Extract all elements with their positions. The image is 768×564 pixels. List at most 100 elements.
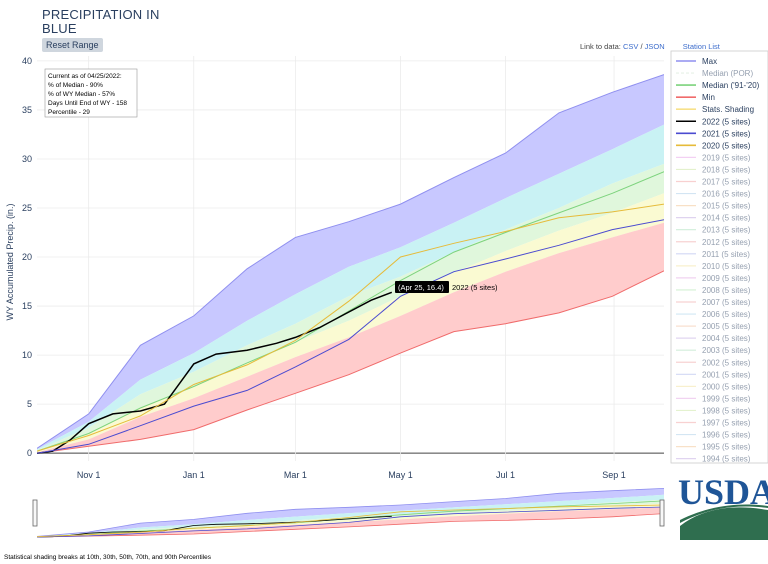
legend-label: 2009 (5 sites) (702, 274, 751, 283)
legend-item[interactable]: 2018 (5 sites) (676, 165, 751, 174)
legend-item[interactable]: 2004 (5 sites) (676, 334, 751, 343)
nav-series-line (37, 515, 392, 538)
legend-item[interactable]: 2016 (5 sites) (676, 190, 751, 199)
legend-item[interactable]: 2019 (5 sites) (676, 153, 751, 162)
legend-item[interactable]: 2021 (5 sites) (676, 129, 751, 138)
legend-item[interactable]: 2011 (5 sites) (676, 250, 750, 259)
nav-series-line (37, 488, 664, 537)
y-axis-label: WY Accumulated Precip. (in.) (5, 204, 15, 321)
percentile-band-p50 (37, 193, 664, 453)
legend-item[interactable]: Max (676, 57, 717, 66)
y-tick-label: 15 (22, 301, 32, 311)
percentile-band-p70 (37, 163, 664, 452)
y-tick-label: 10 (22, 350, 32, 360)
legend-item[interactable]: Median ('91-'20) (676, 81, 760, 90)
legend-label: 2017 (5 sites) (702, 178, 751, 187)
legend-label: 1998 (5 sites) (702, 406, 751, 415)
legend-label: 2016 (5 sites) (702, 190, 751, 199)
legend-item[interactable]: Min (676, 93, 715, 102)
legend-label: 2002 (5 sites) (702, 358, 751, 367)
legend-item[interactable]: 2015 (5 sites) (676, 202, 751, 211)
legend-item[interactable]: 2003 (5 sites) (676, 346, 751, 355)
percentile-band-p90 (37, 124, 664, 451)
nav-series-line (37, 504, 664, 538)
legend-item[interactable]: 2012 (5 sites) (676, 238, 751, 247)
x-tick-label: Sep 1 (602, 470, 626, 480)
link-separator: / (640, 42, 643, 51)
legend-item[interactable]: 1997 (5 sites) (676, 419, 751, 428)
chart-title: PRECIPITATION IN BLUE (42, 8, 160, 36)
legend-item[interactable]: 2020 (5 sites) (676, 141, 751, 150)
legend-label: 2003 (5 sites) (702, 346, 751, 355)
legend-label: 2019 (5 sites) (702, 153, 751, 162)
legend-label: 1999 (5 sites) (702, 394, 751, 403)
x-tick-label: Jul 1 (496, 470, 515, 480)
legend-item[interactable]: 1994 (5 sites) (676, 455, 751, 464)
reset-range-button[interactable]: Reset Range (42, 38, 103, 52)
range-handle-right[interactable] (659, 499, 665, 527)
legend-label: Median ('91-'20) (702, 81, 760, 90)
info-box: Current as of 04/25/2022: % of Median - … (44, 68, 138, 118)
legend-item[interactable]: 2022 (5 sites) (676, 117, 751, 126)
series-line (37, 74, 664, 449)
legend-item[interactable]: Median (POR) (676, 69, 753, 78)
legend-item[interactable]: 2005 (5 sites) (676, 322, 751, 331)
y-tick-label: 20 (22, 252, 32, 262)
info-line-2: % of Median - 90% (48, 82, 103, 89)
series-line (37, 291, 393, 454)
legend-label: 2022 (5 sites) (702, 117, 751, 126)
axes: 0 5 10 15 20 25 30 35 40 Nov 1 Jan 1 Mar 1 May 1 Jul … (22, 56, 626, 480)
legend-label: 1997 (5 sites) (702, 419, 751, 428)
json-link[interactable]: JSON (644, 42, 665, 51)
series-lines (37, 74, 664, 454)
percentile-band-max (37, 74, 664, 450)
nav-series-line (37, 513, 664, 538)
legend-label: 2006 (5 sites) (702, 310, 751, 319)
y-tick-label: 40 (22, 56, 32, 66)
legend-label: 2012 (5 sites) (702, 238, 751, 247)
nav-series-line (37, 506, 664, 538)
legend-label: 2005 (5 sites) (702, 322, 751, 331)
legend-item[interactable]: 2006 (5 sites) (676, 310, 751, 319)
legend-item[interactable]: 1995 (5 sites) (676, 443, 751, 452)
info-line-3: % of WY Median - 57% (48, 91, 115, 98)
legend-item[interactable]: 2000 (5 sites) (676, 382, 751, 391)
legend-item[interactable]: 2009 (5 sites) (676, 274, 751, 283)
legend-label: 2020 (5 sites) (702, 141, 751, 150)
legend-item[interactable]: 2017 (5 sites) (676, 178, 751, 187)
y-tick-label: 35 (22, 105, 32, 115)
percentile-bands (37, 74, 664, 454)
info-line-4: Days Until End of WY - 158 (48, 100, 127, 107)
legend-label: Max (702, 57, 717, 66)
link-prefix: Link to data: (580, 42, 621, 51)
legend-item[interactable]: 2002 (5 sites) (676, 358, 751, 367)
legend-label: 2004 (5 sites) (702, 334, 751, 343)
range-navigator[interactable] (32, 484, 665, 540)
legend-label: 2000 (5 sites) (702, 382, 751, 391)
nav-band-max (37, 488, 664, 537)
series-line (37, 203, 664, 452)
x-tick-label: May 1 (388, 470, 413, 480)
series-line (37, 219, 664, 454)
legend-label: 2008 (5 sites) (702, 286, 751, 295)
y-tick-label: 0 (27, 448, 32, 458)
csv-link[interactable]: CSV (622, 42, 639, 51)
legend-item[interactable]: 2013 (5 sites) (676, 226, 751, 235)
tooltip-label: (Apr 25, 16.4) (398, 283, 444, 292)
legend-item[interactable]: 2007 (5 sites) (676, 298, 751, 307)
legend-item[interactable]: 2001 (5 sites) (676, 370, 751, 379)
legend-item[interactable]: 2010 (5 sites) (676, 262, 751, 271)
x-tick-label: Jan 1 (183, 470, 205, 480)
range-handle-left[interactable] (32, 499, 38, 527)
usda-logo: USDA (678, 474, 768, 540)
station-list-link[interactable]: Station List (682, 42, 720, 51)
legend-item[interactable]: Stats. Shading (676, 105, 754, 114)
legend-item[interactable]: 1996 (5 sites) (676, 431, 751, 440)
legend-item[interactable]: 1998 (5 sites) (676, 406, 751, 415)
legend-item[interactable]: 2014 (5 sites) (676, 214, 751, 223)
legend-label: 1995 (5 sites) (702, 443, 751, 452)
legend-item[interactable]: 1999 (5 sites) (676, 394, 751, 403)
legend-item[interactable]: 2008 (5 sites) (676, 286, 751, 295)
legend-label: Median (POR) (702, 69, 753, 78)
series-line (37, 171, 664, 452)
